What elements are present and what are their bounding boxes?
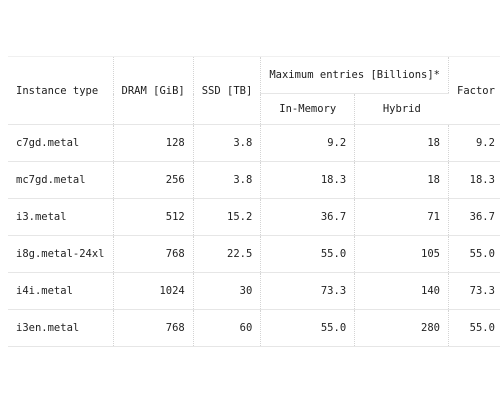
cell-hybrid: 71: [354, 198, 449, 236]
table-row: i8g.metal-24xl 768 22.5 55.0 105 55.0: [8, 235, 500, 273]
cell-factor: 73.3: [448, 272, 500, 310]
cell-ssd: 22.5: [193, 235, 262, 273]
header-in-memory: In-Memory: [260, 93, 356, 125]
cell-in-memory: 55.0: [260, 235, 356, 273]
cell-in-memory: 36.7: [260, 198, 356, 236]
cell-ssd: 60: [193, 309, 262, 347]
header-instance-type: Instance type: [8, 56, 114, 125]
table-body: c7gd.metal 128 3.8 9.2 18 9.2 mc7gd.meta…: [8, 124, 500, 347]
header-hybrid: Hybrid: [354, 93, 449, 125]
cell-dram: 768: [113, 309, 194, 347]
cell-instance: c7gd.metal: [8, 124, 114, 162]
cell-factor: 55.0: [448, 309, 500, 347]
table-row: i4i.metal 1024 30 73.3 140 73.3: [8, 272, 500, 310]
cell-factor: 36.7: [448, 198, 500, 236]
table-row: mc7gd.metal 256 3.8 18.3 18 18.3: [8, 161, 500, 199]
cell-hybrid: 105: [354, 235, 449, 273]
instance-table: Instance type DRAM [GiB] SSD [TB] Maximu…: [8, 56, 500, 347]
header-dram: DRAM [GiB]: [113, 56, 194, 125]
table-header: Instance type DRAM [GiB] SSD [TB] Maximu…: [8, 56, 500, 125]
table-row: c7gd.metal 128 3.8 9.2 18 9.2: [8, 124, 500, 162]
header-factor: Factor: [448, 56, 500, 125]
header-row-top: Instance type DRAM [GiB] SSD [TB] Maximu…: [8, 56, 500, 125]
cell-instance: i4i.metal: [8, 272, 114, 310]
cell-instance: mc7gd.metal: [8, 161, 114, 199]
cell-ssd: 3.8: [193, 161, 262, 199]
cell-in-memory: 73.3: [260, 272, 356, 310]
header-ssd: SSD [TB]: [193, 56, 262, 125]
cell-dram: 128: [113, 124, 194, 162]
cell-dram: 1024: [113, 272, 194, 310]
cell-dram: 768: [113, 235, 194, 273]
cell-dram: 512: [113, 198, 194, 236]
header-row-sub: In-Memory Hybrid: [8, 93, 500, 125]
cell-ssd: 30: [193, 272, 262, 310]
cell-hybrid: 280: [354, 309, 449, 347]
cell-factor: 55.0: [448, 235, 500, 273]
cell-ssd: 15.2: [193, 198, 262, 236]
cell-ssd: 3.8: [193, 124, 262, 162]
cell-hybrid: 18: [354, 161, 449, 199]
cell-in-memory: 9.2: [260, 124, 356, 162]
table-row: i3.metal 512 15.2 36.7 71 36.7: [8, 198, 500, 236]
cell-hybrid: 18: [354, 124, 449, 162]
header-max-entries: Maximum entries [Billions]*: [260, 56, 449, 94]
cell-instance: i3.metal: [8, 198, 114, 236]
cell-factor: 18.3: [448, 161, 500, 199]
cell-instance: i3en.metal: [8, 309, 114, 347]
cell-hybrid: 140: [354, 272, 449, 310]
table-row: i3en.metal 768 60 55.0 280 55.0: [8, 309, 500, 347]
cell-in-memory: 55.0: [260, 309, 356, 347]
cell-in-memory: 18.3: [260, 161, 356, 199]
cell-dram: 256: [113, 161, 194, 199]
cell-instance: i8g.metal-24xl: [8, 235, 114, 273]
cell-factor: 9.2: [448, 124, 500, 162]
